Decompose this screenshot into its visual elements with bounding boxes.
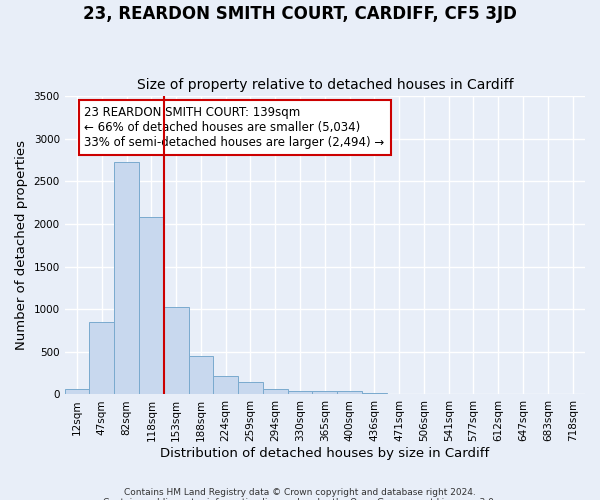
Text: 23, REARDON SMITH COURT, CARDIFF, CF5 3JD: 23, REARDON SMITH COURT, CARDIFF, CF5 3J… <box>83 5 517 23</box>
Title: Size of property relative to detached houses in Cardiff: Size of property relative to detached ho… <box>137 78 513 92</box>
Bar <box>65 390 89 394</box>
Bar <box>214 376 238 394</box>
Bar <box>287 390 313 394</box>
Y-axis label: Number of detached properties: Number of detached properties <box>15 140 28 350</box>
Bar <box>139 217 164 394</box>
Bar <box>263 390 287 394</box>
Bar <box>89 322 114 394</box>
X-axis label: Distribution of detached houses by size in Cardiff: Distribution of detached houses by size … <box>160 447 490 460</box>
Bar <box>188 356 214 395</box>
Text: Contains public sector information licensed under the Open Government Licence v3: Contains public sector information licen… <box>103 498 497 500</box>
Bar <box>313 391 337 394</box>
Bar <box>114 162 139 394</box>
Bar <box>362 393 387 394</box>
Text: Contains HM Land Registry data © Crown copyright and database right 2024.: Contains HM Land Registry data © Crown c… <box>124 488 476 497</box>
Text: 23 REARDON SMITH COURT: 139sqm
← 66% of detached houses are smaller (5,034)
33% : 23 REARDON SMITH COURT: 139sqm ← 66% of … <box>85 106 385 149</box>
Bar <box>164 308 188 394</box>
Bar <box>337 392 362 394</box>
Bar <box>238 382 263 394</box>
